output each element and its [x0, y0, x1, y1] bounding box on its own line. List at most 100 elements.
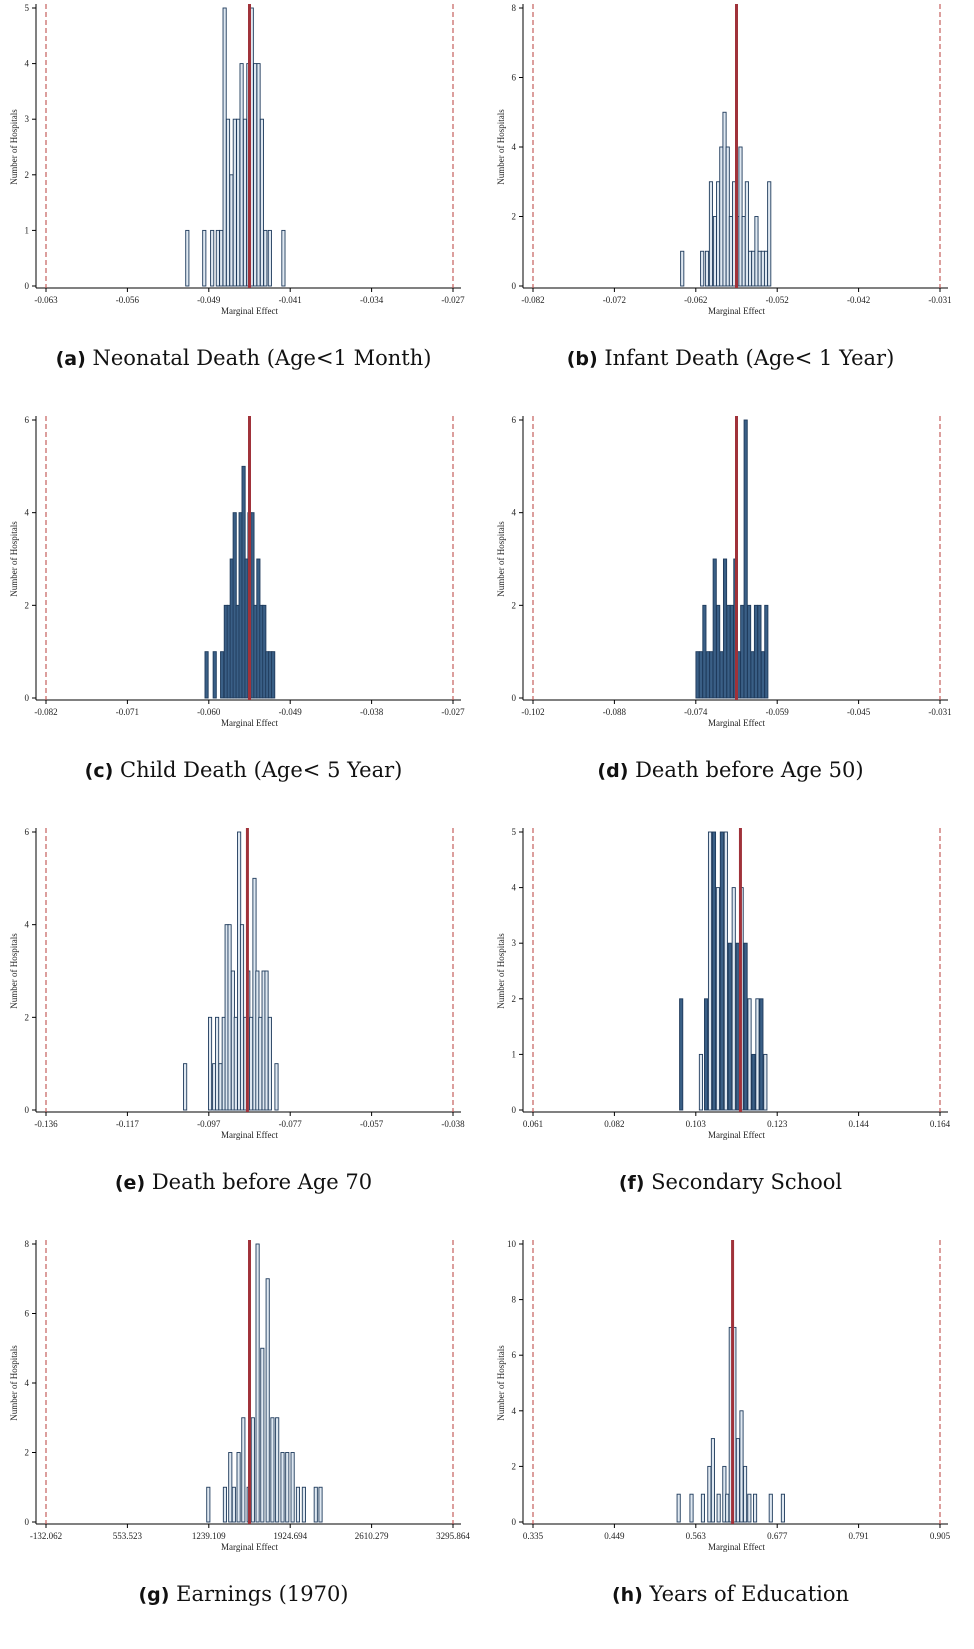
x-axis-label: Marginal Effect: [221, 1542, 278, 1552]
histogram-bar: [281, 229, 286, 287]
y-tick-label: 4: [512, 142, 517, 152]
histogram-bar: [764, 604, 769, 699]
x-tick-label: -0.027: [441, 295, 465, 305]
histogram-bar: [265, 1278, 270, 1523]
histogram-bar: [689, 1493, 694, 1523]
y-axis-label: Number of Hospitals: [496, 1345, 506, 1421]
x-tick-label: -0.077: [279, 1119, 303, 1129]
panel-e: 0 2 4 6 Number of Hospitals -0.136 -0.117 -0.09…: [0, 824, 487, 1236]
histogram-bar: [702, 604, 707, 699]
histogram-bar: [231, 1486, 236, 1523]
caption-a: (a) Neonatal Death (Age<1 Month): [0, 346, 487, 370]
histogram-bar: [700, 250, 705, 287]
y-tick-label: 6: [25, 1309, 30, 1319]
caption-title: Neonatal Death (Age<1 Month): [92, 346, 432, 370]
histogram-bar: [206, 1486, 211, 1523]
histogram-bar: [719, 831, 724, 1111]
x-tick-label: 0.677: [767, 1531, 788, 1541]
histogram-bar: [744, 181, 749, 287]
panel-b: 0 2 4 6 8 Number of Hospitals -0.082 -0.072 -0.0…: [487, 0, 974, 412]
chart-c: 0 2 4 6 Number of Hospitals -0.082 -0.071 -0.06…: [9, 415, 465, 728]
chart-f: 0 1 2 3 4 5 Number of Hospitals 0.061 0.082 0.103…: [496, 827, 951, 1140]
histogram-bar: [222, 1486, 227, 1523]
histogram-bar: [716, 1493, 721, 1523]
histogram-bar: [743, 419, 748, 699]
y-tick-label: 2: [25, 600, 30, 610]
y-tick-label: 2: [25, 1448, 30, 1458]
x-tick-label: 0.144: [848, 1119, 869, 1129]
histogram-bar: [712, 558, 717, 699]
histogram-bar: [263, 229, 268, 287]
histogram-bar: [750, 651, 755, 699]
x-tick-label: -132.062: [30, 1531, 62, 1541]
histogram-bar: [242, 118, 248, 287]
x-tick-label: -0.088: [603, 707, 627, 717]
histogram-bar: [716, 604, 721, 699]
histogram-bar: [735, 1438, 740, 1523]
x-axis-label: Marginal Effect: [708, 1542, 765, 1552]
histogram-bar: [740, 604, 745, 699]
histogram-bar: [729, 604, 734, 699]
y-tick-label: 5: [25, 3, 30, 13]
caption-label: (a): [55, 348, 86, 370]
histogram-bar: [754, 216, 759, 287]
chart-d: 0 2 4 6 Number of Hospitals -0.102 -0.088 -0.07…: [496, 415, 952, 728]
y-tick-label: 1: [25, 225, 30, 235]
y-axis-label: Number of Hospitals: [496, 933, 506, 1009]
histogram-bar: [711, 831, 717, 1111]
y-axis-label: Number of Hospitals: [496, 109, 506, 185]
x-axis-label: Marginal Effect: [221, 306, 278, 316]
x-tick-label: 0.061: [523, 1119, 543, 1129]
y-tick-label: 0: [512, 693, 517, 703]
caption-title: Years of Education: [649, 1582, 850, 1606]
x-tick-label: 0.563: [686, 1531, 707, 1541]
panel-g: 0 2 4 6 8 Number of Hospitals -132.062 553.523 1…: [0, 1236, 487, 1648]
histogram-bar: [700, 1493, 705, 1523]
y-tick-label: 2: [512, 994, 517, 1004]
caption-label: (d): [597, 760, 629, 782]
histogram-bar: [698, 651, 704, 699]
y-tick-label: 4: [25, 1378, 30, 1388]
x-tick-label: -0.056: [116, 295, 140, 305]
chart-e: 0 2 4 6 Number of Hospitals -0.136 -0.117 -0.09…: [9, 827, 465, 1140]
histogram-bar: [704, 998, 709, 1111]
y-tick-label: 1: [512, 1049, 517, 1059]
histogram-bar: [741, 216, 746, 287]
histogram-bar: [704, 250, 710, 287]
x-tick-label: -0.049: [279, 707, 303, 717]
histogram-bar: [757, 250, 762, 287]
histogram-bar: [264, 970, 269, 1111]
histogram-bar: [767, 181, 772, 287]
histogram-bar: [255, 1243, 260, 1523]
caption-e: (e) Death before Age 70: [0, 1170, 487, 1194]
histogram-bar: [705, 651, 710, 699]
histogram-bar: [753, 1493, 758, 1523]
caption-g: (g) Earnings (1970): [0, 1582, 487, 1606]
histogram-bar: [219, 229, 224, 287]
x-tick-label: 0.123: [767, 1119, 788, 1129]
y-tick-label: 6: [512, 1350, 517, 1360]
x-tick-label: 553.523: [113, 1531, 143, 1541]
caption-d: (d) Death before Age 50): [487, 758, 974, 782]
x-tick-label: 1239.109: [192, 1531, 226, 1541]
histogram-bar: [295, 1486, 301, 1523]
y-tick-label: 0: [512, 1517, 517, 1527]
x-tick-label: 0.449: [604, 1531, 625, 1541]
caption-title: Infant Death (Age< 1 Year): [604, 346, 895, 370]
y-tick-label: 4: [25, 920, 30, 930]
histogram-bar: [318, 1486, 323, 1523]
y-tick-label: 2: [512, 1461, 517, 1471]
y-axis-label: Number of Hospitals: [496, 521, 506, 597]
histogram-bar: [680, 250, 685, 287]
histogram-bar: [204, 651, 209, 699]
x-tick-label: -0.136: [34, 1119, 58, 1129]
histogram-bar: [747, 1493, 752, 1523]
x-tick-label: -0.117: [116, 1119, 139, 1129]
histogram-bar: [220, 651, 225, 699]
histogram-bar: [218, 1063, 223, 1111]
histogram-bar: [719, 146, 724, 287]
histogram-bar: [725, 1493, 730, 1523]
x-tick-label: 0.791: [848, 1531, 868, 1541]
histogram-bar: [236, 1452, 241, 1523]
histogram-bar: [753, 604, 759, 699]
